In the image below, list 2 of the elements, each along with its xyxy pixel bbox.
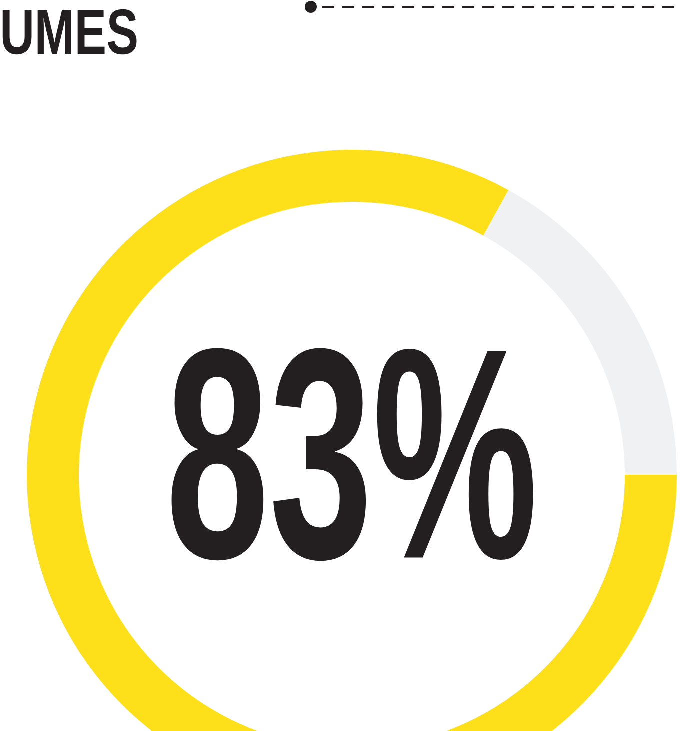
chart-title: UMES [0, 0, 139, 68]
data-label: 83% [166, 286, 538, 622]
